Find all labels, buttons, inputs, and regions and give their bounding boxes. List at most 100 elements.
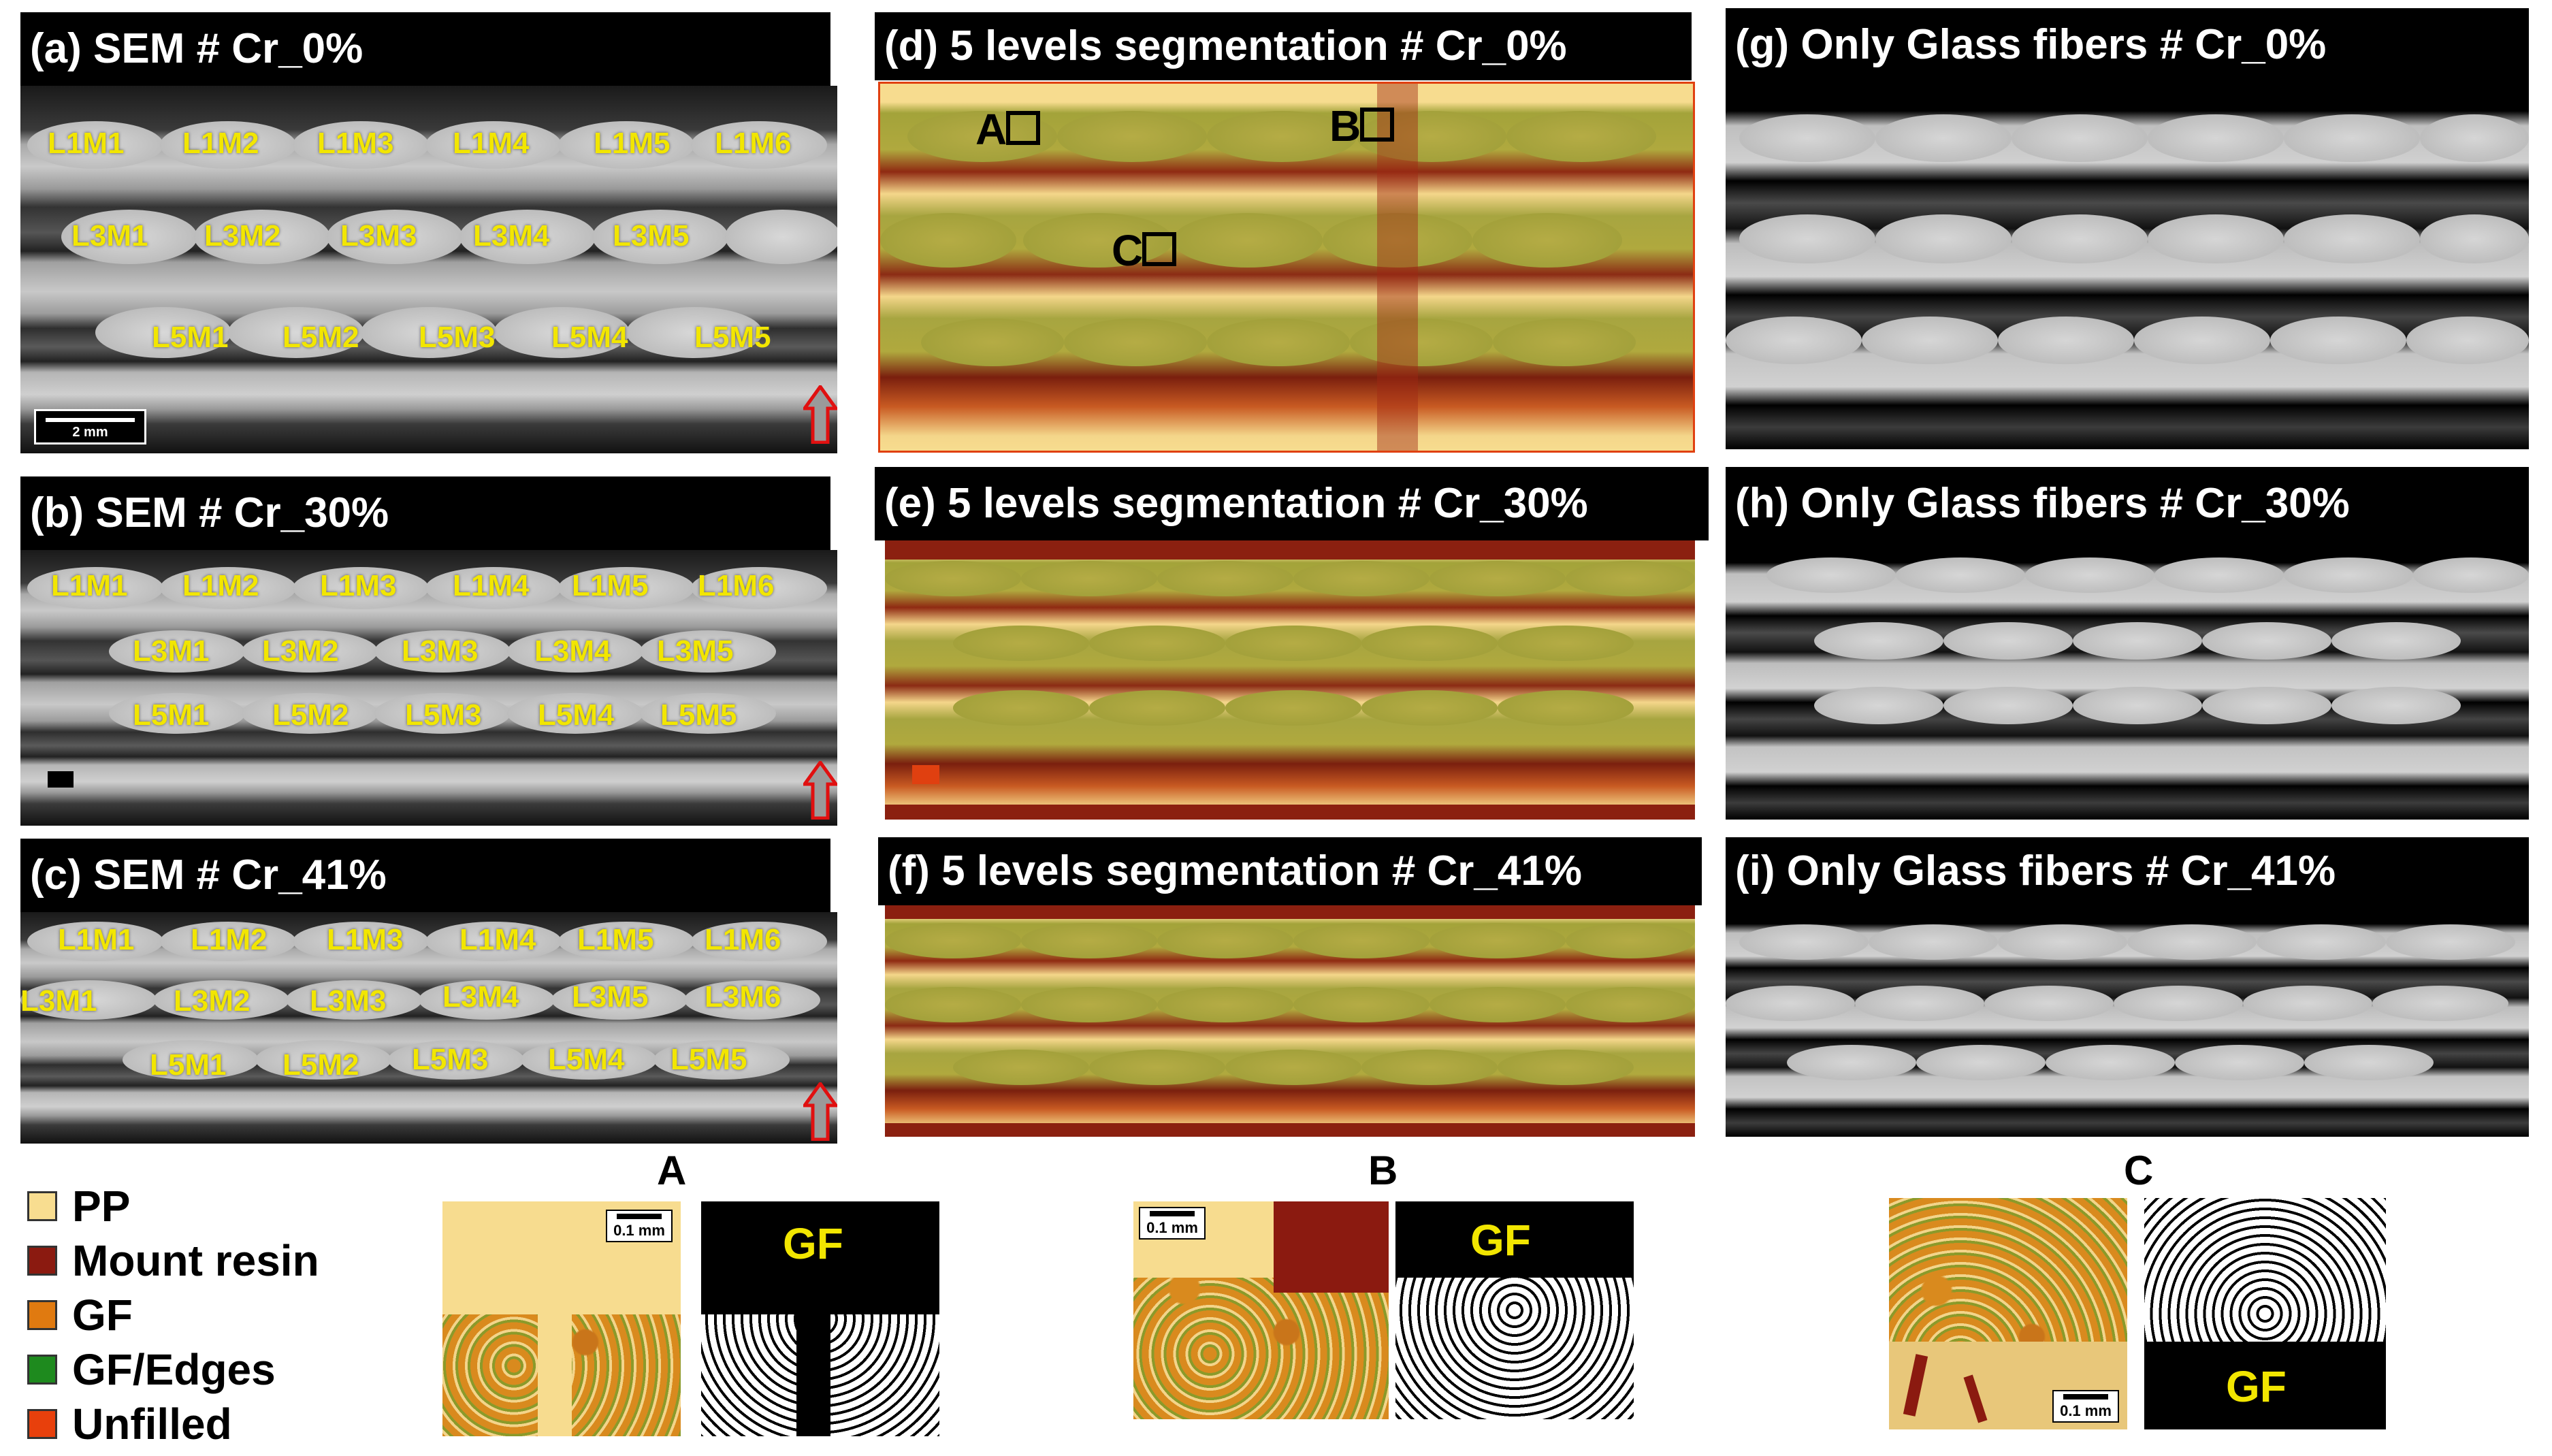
tow [160,922,296,961]
tow [1869,924,1998,960]
tow [109,693,245,734]
tow [1430,561,1566,596]
tow [2257,924,2386,960]
tow [160,567,296,609]
tow [626,307,762,358]
tow [1361,1050,1498,1085]
panel-b-title-text: (b) SEM # Cr_30% [30,489,389,536]
tow [558,922,694,961]
tow [907,111,1057,162]
legend-label: Unfilled [72,1400,232,1449]
bottom-band [885,1123,1695,1137]
tow [153,980,289,1020]
sem-label: L1M2 [182,569,259,602]
tow [1787,1045,1916,1080]
tow [558,121,694,169]
sem-label: L5M2 [282,1048,359,1082]
panel-c-title-text: (c) SEM # Cr_41% [30,852,387,899]
sem-label: L5M2 [282,321,359,354]
tow [228,307,364,358]
scale-line [1150,1211,1195,1216]
sem-label: L1M5 [572,569,649,602]
scale-label: 0.1 mm [613,1222,665,1239]
sem-label: L5M2 [272,698,349,732]
sem-label: L3M1 [133,634,210,668]
sem-label: L5M3 [405,698,482,732]
unfilled-patch [912,765,939,784]
tow [242,630,378,673]
up-arrow-icon [803,385,837,444]
zoom-a-segmentation: 0.1 mm [442,1201,681,1436]
tow [2114,986,2243,1021]
tow [425,567,562,609]
tow [327,210,463,264]
sem-label: L1M3 [317,127,394,160]
panel-d-image: A B C [878,82,1695,453]
tow [1021,561,1157,596]
tow [194,210,330,264]
tow [1173,213,1323,268]
sem-label: L5M4 [548,1043,625,1076]
panel-g-image [1726,82,2529,449]
panel-a-title: (a) SEM # Cr_0% [20,12,830,86]
panel-i-image [1726,905,2529,1137]
tow [921,319,1064,366]
legend-swatch [27,1191,57,1221]
panel-a-image: L1M1 L1M2 L1M3 L1M4 L1M5 L1M6 L3M1 L3M2 … [20,86,837,453]
tow [2025,557,2154,593]
zoom-c-fibers: GF [2144,1198,2386,1429]
tow [2331,622,2461,660]
tow [885,561,1021,596]
tow [425,922,562,961]
tow [1766,557,1896,593]
panel-f-title-text: (f) 5 levels segmentation # Cr_41% [888,847,1582,894]
sem-label: L1M3 [320,569,397,602]
sem-label: L3M2 [262,634,339,668]
scale-line [617,1214,662,1219]
sem-label: L3M4 [442,980,519,1014]
tow [2148,114,2284,162]
tow [2154,557,2284,593]
tow [20,980,157,1020]
tow [2331,687,2461,724]
tow [2284,557,2413,593]
tow [1875,114,2012,162]
panel-c-title: (c) SEM # Cr_41% [20,839,830,912]
sem-label: L5M5 [660,698,737,732]
tow [123,1040,259,1080]
panel-g-title-text: (g) Only Glass fibers # Cr_0% [1735,21,2327,68]
tow [1430,923,1566,958]
legend-item-gf: GF [27,1290,133,1340]
scale-label: 0.1 mm [1146,1219,1198,1236]
tow [494,307,630,358]
panel-b-title: (b) SEM # Cr_30% [20,476,830,550]
tow [1361,626,1498,661]
tow [2012,114,2148,162]
tow [27,922,163,961]
sem-label: L5M4 [538,698,615,732]
tow [374,630,511,673]
tow [558,567,694,609]
tow [95,307,231,358]
tow [1021,987,1157,1022]
tow [953,1050,1089,1085]
sem-label: L1M6 [705,923,781,956]
tow [1875,214,2012,263]
tow [507,630,643,673]
sem-label: L3M1 [20,984,97,1018]
scale-bar-line [46,418,135,422]
tow [1430,987,1566,1022]
tow [1726,986,1855,1021]
sem-label: L1M4 [453,569,530,602]
tow [1157,987,1293,1022]
zoom-c-gf-label: GF [2226,1362,2287,1411]
tow [1293,561,1430,596]
tow [2012,214,2148,263]
tow [2270,317,2406,364]
sem-label: L3M3 [340,219,417,253]
tow [551,980,688,1020]
legend-item-unfilled: Unfilled [27,1399,232,1449]
tow [953,626,1089,661]
tow [1916,1045,2046,1080]
black-channel [796,1201,830,1436]
